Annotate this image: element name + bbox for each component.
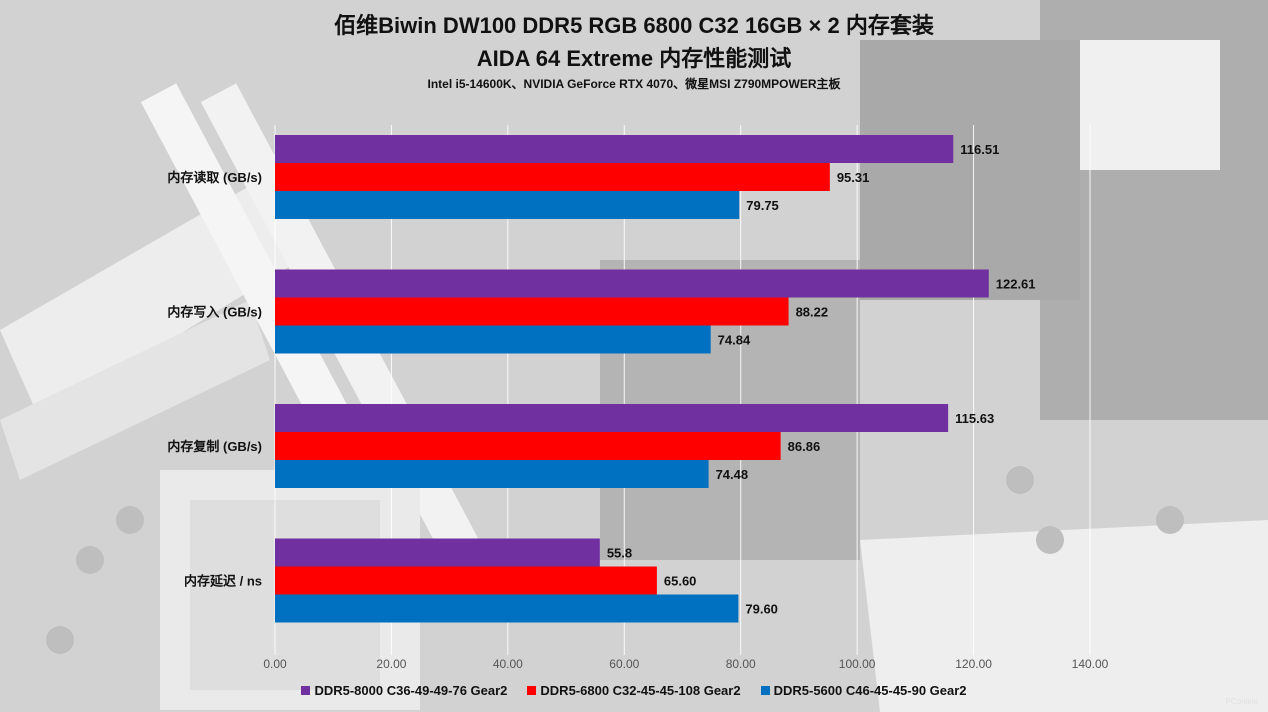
legend-label: DDR5-6800 C32-45-45-108 Gear2: [540, 683, 741, 698]
data-label: 79.60: [745, 602, 778, 617]
x-tick-label: 140.00: [1072, 657, 1109, 671]
x-tick-label: 120.00: [955, 657, 992, 671]
bar: [275, 404, 949, 432]
legend-item: DDR5-5600 C46-45-45-90 Gear2: [760, 683, 967, 698]
data-label: 74.84: [718, 333, 751, 348]
data-label: 74.48: [716, 467, 749, 482]
x-tick-label: 0.00: [263, 657, 287, 671]
category-label: 内存读取 (GB/s): [167, 170, 262, 185]
bar: [275, 269, 989, 298]
bar: [275, 297, 789, 326]
legend-swatch: [760, 686, 770, 695]
data-label: 86.86: [788, 439, 821, 454]
data-label: 122.61: [996, 277, 1036, 292]
legend-item: DDR5-8000 C36-49-49-76 Gear2: [301, 683, 507, 698]
bar: [275, 460, 709, 488]
category-label: 内存复制 (GB/s): [167, 439, 262, 454]
legend-label: DDR5-8000 C36-49-49-76 Gear2: [314, 683, 508, 698]
category-label: 内存写入 (GB/s): [167, 305, 262, 320]
category-label: 内存延迟 / ns: [184, 574, 262, 589]
data-label: 79.75: [746, 198, 779, 213]
bar: [275, 538, 600, 567]
legend-swatch: [301, 686, 311, 695]
data-label: 116.51: [960, 142, 999, 157]
chart-test-platform-note: Intel i5-14600K、NVIDIA GeForce RTX 4070、…: [427, 77, 841, 91]
legend-label: DDR5-5600 C46-45-45-90 Gear2: [773, 683, 967, 698]
bar: [275, 163, 830, 191]
bar: [275, 191, 740, 219]
bar: [275, 432, 781, 460]
chart-title: 佰维Biwin DW100 DDR5 RGB 6800 C32 16GB × 2…: [334, 13, 934, 38]
x-tick-label: 20.00: [376, 657, 406, 671]
data-label: 55.8: [607, 546, 632, 561]
chart-subtitle: AIDA 64 Extreme 内存性能测试: [476, 46, 792, 71]
legend-item: DDR5-6800 C32-45-45-108 Gear2: [527, 683, 741, 698]
bar: [275, 135, 954, 163]
legend: DDR5-8000 C36-49-49-76 Gear2 DDR5-6800 C3…: [0, 683, 1268, 698]
data-label: 88.22: [796, 305, 829, 320]
bar: [275, 325, 711, 354]
data-label: 65.60: [664, 574, 697, 589]
data-label: 95.31: [837, 170, 870, 185]
x-tick-label: 80.00: [726, 657, 756, 671]
x-tick-label: 40.00: [493, 657, 523, 671]
bar: [275, 594, 739, 623]
x-tick-label: 60.00: [609, 657, 639, 671]
legend-swatch: [527, 686, 537, 695]
bar: [275, 566, 657, 595]
watermark: PConline: [1225, 697, 1258, 706]
data-label: 115.63: [955, 411, 994, 426]
x-tick-label: 100.00: [839, 657, 876, 671]
